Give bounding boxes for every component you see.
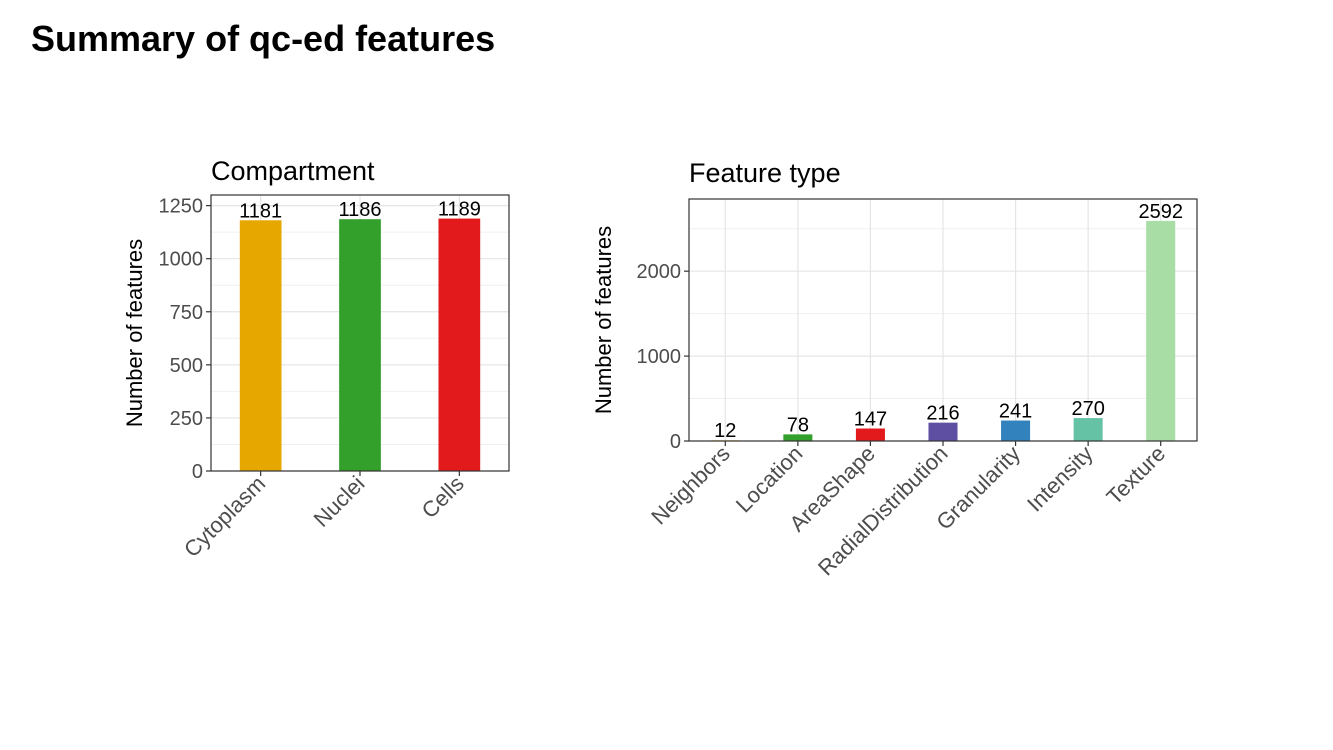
x-tick-label-nuclei: Nuclei	[309, 471, 370, 532]
bar-radialdistribution	[928, 422, 958, 441]
y-tick-label: 500	[170, 355, 203, 377]
bar-cytoplasm	[239, 220, 282, 471]
data-label-cells: 1189	[438, 199, 481, 221]
data-label-texture: 2592	[1138, 201, 1183, 223]
data-label-intensity: 270	[1071, 398, 1104, 420]
data-label-areashape: 147	[854, 409, 887, 431]
bar-texture	[1146, 220, 1176, 441]
y-tick-label: 0	[670, 431, 681, 453]
x-tick-label-cytoplasm: Cytoplasm	[179, 471, 270, 562]
bar-nuclei	[339, 219, 381, 471]
x-tick-label-cells: Cells	[417, 471, 469, 523]
x-tick-label-intensity: Intensity	[1022, 441, 1098, 517]
page-title: Summary of qc-ed features	[31, 18, 496, 59]
y-tick-label: 250	[170, 408, 203, 430]
y-axis-label: Number of features	[122, 239, 147, 427]
x-tick-label-texture: Texture	[1102, 441, 1171, 510]
y-axis-label: Number of features	[591, 226, 616, 414]
y-tick-label: 750	[170, 302, 203, 324]
bar-areashape	[855, 428, 885, 441]
compartment-chart: 1181 1186 1189 0 250 500 750 1000 1250 Cytoplasm N…	[122, 156, 510, 562]
data-label-granularity: 241	[999, 401, 1032, 423]
data-label-neighbors: 12	[714, 420, 736, 442]
bar-granularity	[1001, 420, 1031, 441]
data-label-nuclei: 1186	[338, 199, 381, 221]
y-tick-label: 2000	[637, 261, 682, 283]
data-label-cytoplasm: 1181	[239, 200, 282, 222]
data-label-location: 78	[787, 414, 809, 436]
y-tick-label: 1250	[159, 196, 204, 218]
x-tick-label-neighbors: Neighbors	[646, 441, 735, 530]
data-label-radialdistribution: 216	[926, 403, 959, 425]
bar-cells	[438, 218, 481, 471]
y-tick-label: 1000	[637, 346, 682, 368]
x-tick-label-radialdistribution: RadialDistribution	[813, 441, 953, 581]
feature-type-chart: 12 78 147 216 241 2702592010002000NeighborsLo…	[591, 158, 1198, 581]
chart-title: Feature type	[689, 158, 841, 188]
y-tick-label: 0	[192, 461, 203, 483]
y-tick-label: 1000	[159, 249, 204, 271]
chart-title: Compartment	[211, 156, 375, 186]
bar-location	[783, 434, 813, 441]
bar-intensity	[1073, 418, 1103, 441]
